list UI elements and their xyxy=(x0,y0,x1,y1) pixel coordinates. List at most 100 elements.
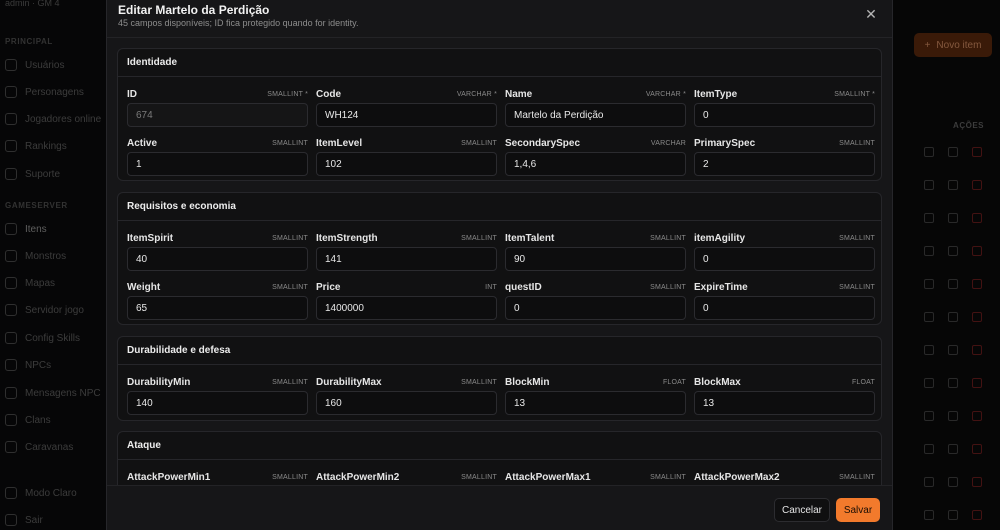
sidebar-item-personagens[interactable]: Personagens xyxy=(5,82,84,102)
field-type-badge: SMALLINT * xyxy=(267,91,308,98)
sidebar-item-label: Config Skills xyxy=(25,332,81,344)
trash-icon[interactable] xyxy=(972,345,982,355)
edit-icon[interactable] xyxy=(924,246,934,256)
sidebar-item-jogadores-online[interactable]: Jogadores online xyxy=(5,109,101,129)
field-input[interactable]: 1 xyxy=(127,152,308,176)
section-card: Identidade ID SMALLINT * 674 Code VARCHAR * WH… xyxy=(117,48,882,181)
trash-icon[interactable] xyxy=(972,477,982,487)
field-label: AttackPowerMax1 xyxy=(505,472,591,483)
field-input[interactable]: 0 xyxy=(694,247,875,271)
copy-icon[interactable] xyxy=(948,147,958,157)
copy-icon[interactable] xyxy=(948,180,958,190)
sidebar-item-label: Caravanas xyxy=(25,441,74,453)
new-item-label: Novo item xyxy=(936,39,982,51)
edit-icon[interactable] xyxy=(924,510,934,520)
copy-icon[interactable] xyxy=(948,345,958,355)
field-type-badge: SMALLINT xyxy=(650,235,686,242)
trash-icon[interactable] xyxy=(972,444,982,454)
field-input[interactable]: WH124 xyxy=(316,103,497,127)
copy-icon[interactable] xyxy=(948,312,958,322)
sidebar-item-servidor-jogo[interactable]: Servidor jogo xyxy=(5,300,84,320)
field-input[interactable]: 65 xyxy=(127,296,308,320)
field-label: Name xyxy=(505,89,533,100)
field-input[interactable]: 160 xyxy=(316,391,497,415)
field-label: ItemType xyxy=(694,89,738,100)
field-input[interactable]: 13 xyxy=(505,391,686,415)
sidebar-item-sair[interactable]: Sair xyxy=(5,510,43,530)
field-type-badge: SMALLINT xyxy=(461,379,497,386)
trash-icon[interactable] xyxy=(972,180,982,190)
new-item-button[interactable]: + Novo item xyxy=(914,33,992,57)
edit-icon[interactable] xyxy=(924,345,934,355)
copy-icon[interactable] xyxy=(948,510,958,520)
close-icon[interactable]: ✕ xyxy=(865,6,877,22)
field-label: SecondarySpec xyxy=(505,138,581,149)
sidebar-item-npcs[interactable]: NPCs xyxy=(5,355,51,375)
edit-icon[interactable] xyxy=(924,213,934,223)
section-divider xyxy=(118,220,881,221)
field-input[interactable]: 13 xyxy=(694,391,875,415)
sidebar-item-modo-claro[interactable]: Modo Claro xyxy=(5,483,77,503)
power-icon xyxy=(5,304,17,316)
table-row-actions xyxy=(924,378,982,388)
copy-icon[interactable] xyxy=(948,477,958,487)
table-row-actions xyxy=(924,444,982,454)
copy-icon[interactable] xyxy=(948,246,958,256)
field-input[interactable]: 102 xyxy=(316,152,497,176)
sidebar-item-label: Suporte xyxy=(25,168,61,180)
sidebar-item-mapas[interactable]: Mapas xyxy=(5,273,55,293)
sidebar-user-line: admin · GM 4 xyxy=(5,0,60,8)
cancel-button[interactable]: Cancelar xyxy=(774,498,830,522)
trash-icon[interactable] xyxy=(972,510,982,520)
field-label: ItemLevel xyxy=(316,138,363,149)
sidebar-item-rankings[interactable]: Rankings xyxy=(5,136,67,156)
sidebar-item-monstros[interactable]: Monstros xyxy=(5,246,66,266)
field-input[interactable]: 90 xyxy=(505,247,686,271)
sidebar-item-clans[interactable]: Clans xyxy=(5,410,51,430)
table-row-actions xyxy=(924,510,982,520)
trash-icon[interactable] xyxy=(972,378,982,388)
save-button[interactable]: Salvar xyxy=(836,498,880,522)
field-input[interactable]: 1400000 xyxy=(316,296,497,320)
edit-icon[interactable] xyxy=(924,477,934,487)
sidebar-item-itens[interactable]: Itens xyxy=(5,219,47,239)
field-input[interactable]: 2 xyxy=(694,152,875,176)
copy-icon[interactable] xyxy=(948,444,958,454)
field-input[interactable]: 0 xyxy=(694,103,875,127)
trash-icon[interactable] xyxy=(972,147,982,157)
field-input[interactable]: 141 xyxy=(316,247,497,271)
field-input[interactable]: 1,4,6 xyxy=(505,152,686,176)
field-input[interactable]: 140 xyxy=(127,391,308,415)
sidebar-item-config-skills[interactable]: Config Skills xyxy=(5,328,80,348)
edit-icon[interactable] xyxy=(924,444,934,454)
sidebar-item-mensagens-npc[interactable]: Mensagens NPC xyxy=(5,383,101,403)
trash-icon[interactable] xyxy=(972,246,982,256)
field-input[interactable]: Martelo da Perdição xyxy=(505,103,686,127)
copy-icon[interactable] xyxy=(948,378,958,388)
edit-icon[interactable] xyxy=(924,378,934,388)
field-input[interactable]: 0 xyxy=(505,296,686,320)
edit-icon[interactable] xyxy=(924,180,934,190)
field-input[interactable]: 40 xyxy=(127,247,308,271)
field-label: Price xyxy=(316,282,341,293)
edit-icon[interactable] xyxy=(924,147,934,157)
field-input[interactable]: 0 xyxy=(694,296,875,320)
trash-icon[interactable] xyxy=(972,312,982,322)
edit-icon[interactable] xyxy=(924,312,934,322)
trash-icon[interactable] xyxy=(972,411,982,421)
trash-icon[interactable] xyxy=(972,213,982,223)
sidebar-item-label: Personagens xyxy=(25,86,84,98)
copy-icon[interactable] xyxy=(948,213,958,223)
copy-icon[interactable] xyxy=(948,279,958,289)
sidebar-item-label: Itens xyxy=(25,223,47,235)
edit-icon[interactable] xyxy=(924,411,934,421)
section-card: Ataque AttackPowerMin1 SMALLINT AttackPower… xyxy=(117,431,882,485)
edit-icon[interactable] xyxy=(924,279,934,289)
sidebar-item-suporte[interactable]: Suporte xyxy=(5,164,60,184)
sidebar-item-usuarios[interactable]: Usuários xyxy=(5,55,64,75)
copy-icon[interactable] xyxy=(948,411,958,421)
trash-icon[interactable] xyxy=(972,279,982,289)
sidebar-item-caravanas[interactable]: Caravanas xyxy=(5,437,73,457)
field-input: 674 xyxy=(127,103,308,127)
field-type-badge: SMALLINT xyxy=(839,235,875,242)
